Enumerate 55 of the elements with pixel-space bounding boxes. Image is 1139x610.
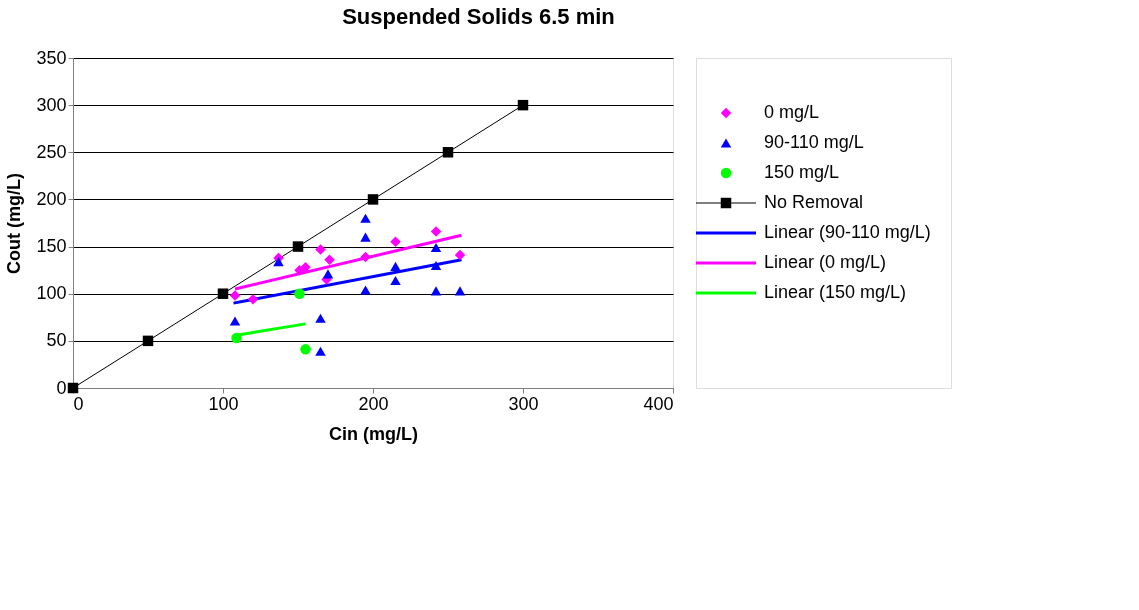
point	[430, 226, 442, 237]
point	[430, 242, 442, 253]
point	[324, 254, 335, 266]
y-tick-label: 150	[36, 236, 67, 257]
x-tick-label: 300	[508, 393, 539, 414]
point	[315, 346, 326, 356]
y-tick-label: 100	[36, 283, 67, 304]
legend-label: Linear (150 mg/L)	[764, 282, 907, 302]
point	[360, 213, 371, 223]
y-tick-label: 350	[36, 47, 67, 68]
y-tick-label: 50	[46, 330, 67, 351]
point	[390, 261, 401, 271]
point	[229, 290, 241, 301]
legend-label: No Removal	[764, 192, 864, 212]
point	[442, 147, 454, 158]
legend-label: Linear (0 mg/L)	[764, 252, 887, 272]
point	[294, 288, 305, 299]
y-tick-label: 250	[36, 141, 67, 162]
point	[229, 316, 241, 326]
x-tick-label: 200	[358, 393, 389, 414]
point	[217, 288, 229, 299]
point	[67, 382, 79, 394]
y-tick-label: 200	[36, 188, 67, 209]
point	[273, 257, 284, 267]
point	[142, 335, 154, 347]
point	[367, 194, 379, 205]
point	[300, 344, 311, 355]
point	[231, 332, 242, 344]
point	[430, 260, 442, 270]
point	[454, 286, 466, 296]
point	[517, 99, 529, 111]
y-tick-label: 300	[36, 94, 67, 115]
y-tick-label: 0	[56, 377, 67, 398]
point	[322, 269, 334, 279]
point	[360, 232, 371, 242]
x-tick-label: 0	[73, 393, 84, 414]
point	[360, 285, 371, 295]
point	[430, 286, 442, 296]
chart-title: Suspended Solids 6.5 min	[342, 3, 615, 29]
y-axis-title: Cout (mg/L)	[4, 173, 25, 274]
legend-label: Linear (90-110 mg/L)	[764, 222, 931, 242]
legend-label: 90-110 mg/L	[764, 132, 864, 152]
x-tick-label: 100	[208, 393, 239, 414]
legend-label: 150 mg/L	[764, 162, 840, 182]
legend-label: 0 mg/L	[764, 102, 820, 122]
point	[390, 275, 401, 286]
x-tick-label: 400	[643, 393, 674, 414]
point	[454, 249, 466, 261]
point	[360, 251, 371, 263]
x-axis-title: Cin (mg/L)	[329, 423, 418, 444]
point	[390, 236, 401, 248]
point	[315, 244, 326, 255]
point	[315, 313, 326, 323]
point	[247, 294, 259, 305]
point	[292, 241, 304, 252]
